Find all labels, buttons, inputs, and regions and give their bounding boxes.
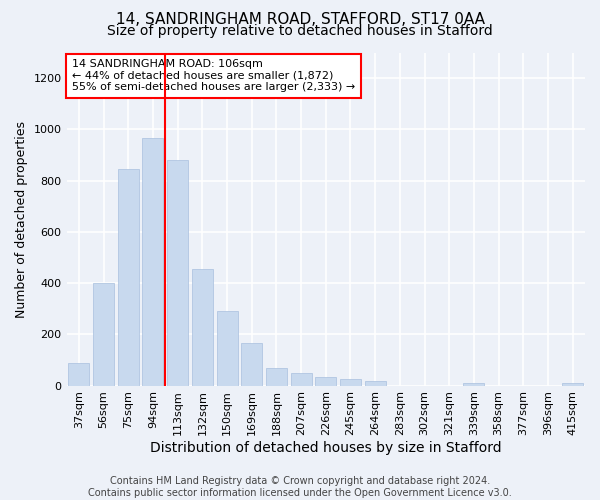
Bar [93, 283, 114, 386]
Bar [217, 312, 238, 386]
Bar [142, 138, 163, 386]
Bar [463, 383, 484, 386]
Bar [118, 169, 139, 386]
Bar [167, 160, 188, 386]
Text: Size of property relative to detached houses in Stafford: Size of property relative to detached ho… [107, 24, 493, 38]
Bar [68, 362, 89, 386]
Bar [365, 381, 386, 386]
Bar [340, 379, 361, 386]
Text: Contains HM Land Registry data © Crown copyright and database right 2024.
Contai: Contains HM Land Registry data © Crown c… [88, 476, 512, 498]
Bar [290, 373, 311, 386]
Bar [241, 344, 262, 386]
Bar [315, 376, 336, 386]
X-axis label: Distribution of detached houses by size in Stafford: Distribution of detached houses by size … [150, 441, 502, 455]
Bar [562, 383, 583, 386]
Bar [266, 368, 287, 386]
Bar [192, 269, 213, 386]
Text: 14, SANDRINGHAM ROAD, STAFFORD, ST17 0AA: 14, SANDRINGHAM ROAD, STAFFORD, ST17 0AA [115, 12, 485, 28]
Y-axis label: Number of detached properties: Number of detached properties [15, 120, 28, 318]
Text: 14 SANDRINGHAM ROAD: 106sqm
← 44% of detached houses are smaller (1,872)
55% of : 14 SANDRINGHAM ROAD: 106sqm ← 44% of det… [72, 59, 355, 92]
